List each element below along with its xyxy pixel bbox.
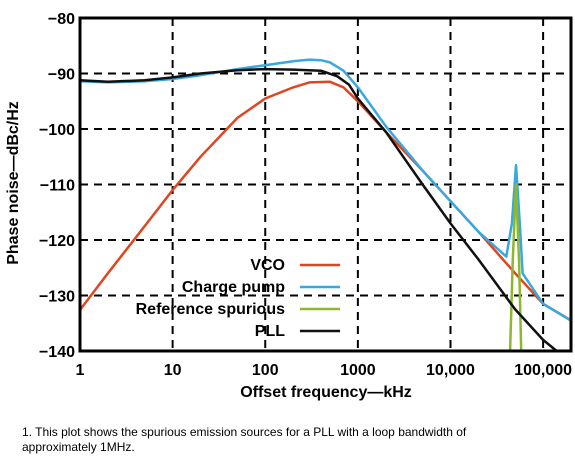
x-axis-label: Offset frequency—kHz [240, 384, 412, 401]
x-tick-label: 100,000 [514, 362, 572, 379]
series-line-charge-pump [80, 58, 571, 322]
y-tick-label: −80 [48, 11, 75, 28]
y-tick-label: −140 [39, 344, 75, 361]
legend: VCO Charge pump Reference spurious PLL [136, 257, 340, 340]
x-axis-ticks: 1 10 100 1000 10,000 100,000 [76, 362, 573, 379]
legend-label: Reference spurious [136, 301, 285, 318]
phase-noise-chart: 1 10 100 1000 10,000 100,000 −80 −90 −100 −110 −1… [5, 11, 573, 401]
y-tick-label: −130 [39, 289, 75, 306]
legend-label: PLL [255, 323, 285, 340]
x-tick-label: 100 [252, 362, 279, 379]
legend-label: VCO [250, 257, 285, 274]
x-tick-label: 1 [76, 362, 85, 379]
series-layer [80, 58, 571, 351]
x-tick-label: 1000 [340, 362, 376, 379]
legend-label: Charge pump [182, 279, 285, 296]
series-line-pll [80, 67, 558, 351]
y-tick-label: −110 [40, 178, 75, 195]
figure-caption: 1. This plot shows the spurious emission… [22, 425, 467, 454]
y-tick-label: −100 [39, 122, 75, 139]
y-axis-label: Phase noise—dBc/Hz [5, 101, 22, 265]
x-tick-label: 10,000 [426, 362, 475, 379]
series-line-reference-spurious [508, 183, 523, 351]
x-tick-label: 10 [164, 362, 182, 379]
y-axis-ticks: −80 −90 −100 −110 −120 −130 −140 [39, 11, 75, 361]
plot-frame [78, 16, 573, 353]
y-tick-label: −120 [39, 233, 75, 250]
y-tick-label: −90 [48, 67, 75, 84]
